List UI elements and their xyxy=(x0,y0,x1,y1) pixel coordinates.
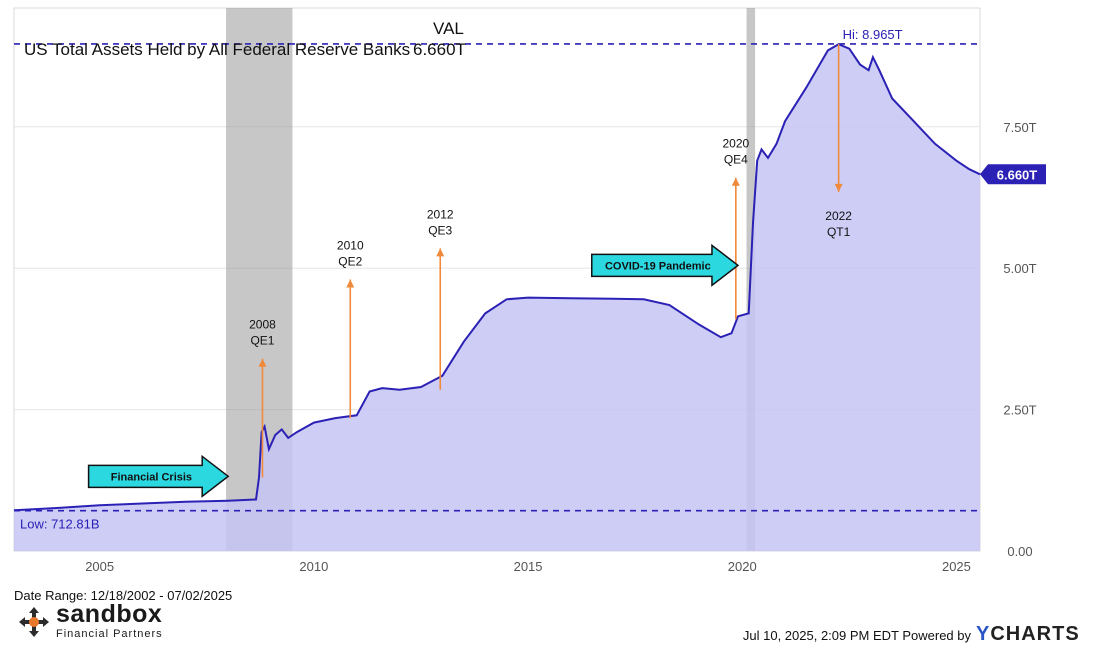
annotation-arrowhead xyxy=(834,183,843,192)
ycharts-logo[interactable]: YCHARTS xyxy=(976,623,1080,646)
callouts: Financial Crisis COVID-19 Pandemic xyxy=(87,243,740,498)
y-tick-label: 5.00T xyxy=(1003,261,1036,276)
y-tick-label: 0.00 xyxy=(1007,544,1032,559)
annotation-year: 2022 xyxy=(825,209,852,223)
annotation-year: 2008 xyxy=(249,318,276,332)
ycharts-logo-text: CHARTS xyxy=(990,623,1080,645)
hi-label: Hi: 8.965T xyxy=(843,27,903,42)
y-tick-label: 7.50T xyxy=(1003,120,1036,135)
callout-arrow xyxy=(591,243,740,287)
last-value-text: 6.660T xyxy=(997,167,1038,182)
reference-lines: Hi: 8.965T Low: 712.81B xyxy=(14,27,980,532)
series-area xyxy=(13,43,981,551)
logo-name: sandbox xyxy=(56,600,163,628)
last-value-badge: 6.660T xyxy=(980,164,1046,185)
series-line xyxy=(13,43,981,512)
logo-subtitle: Financial Partners xyxy=(56,628,163,640)
annotation-label: QE2 xyxy=(338,255,362,269)
annotation-arrowhead xyxy=(258,358,267,367)
date-range: Date Range: 12/18/2002 - 07/02/2025 xyxy=(14,588,233,603)
x-tick-label: 2025 xyxy=(942,559,971,574)
annotation-arrowhead xyxy=(346,279,355,288)
annotations: 2008 QE1 2010 QE2 2012 QE3 2020 QE4 2022 QT1 xyxy=(249,44,852,478)
x-tick-label: 2020 xyxy=(728,559,757,574)
annotation-year: 2010 xyxy=(337,239,364,253)
chart-title: US Total Assets Held by All Federal Rese… xyxy=(24,40,411,59)
sandbox-logo-icon xyxy=(19,607,49,637)
callout-text: COVID-19 Pandemic xyxy=(605,260,711,272)
annotation-arrowhead xyxy=(731,177,740,186)
y-axis: 0.00 2.50T 5.00T 7.50T xyxy=(1003,120,1036,559)
x-tick-label: 2015 xyxy=(514,559,543,574)
ycharts-logo-y: Y xyxy=(976,623,991,645)
x-tick-label: 2005 xyxy=(85,559,114,574)
annotation-label: QE1 xyxy=(250,334,274,348)
series-area-fill xyxy=(14,44,980,551)
annotation-year: 2020 xyxy=(722,137,749,151)
y-tick-label: 2.50T xyxy=(1003,403,1036,418)
val-label: VAL xyxy=(433,19,464,38)
last-value-badge-bg xyxy=(980,164,1046,185)
x-axis: 2005 2010 2015 2020 2025 xyxy=(85,559,971,574)
annotation-label: QT1 xyxy=(827,225,851,239)
callout-text: Financial Crisis xyxy=(111,471,192,483)
x-tick-label: 2010 xyxy=(299,559,328,574)
callout-arrow xyxy=(87,454,230,498)
annotation-label: QE4 xyxy=(724,153,748,167)
footer-timestamp: Jul 10, 2025, 2:09 PM EDT Powered by xyxy=(742,628,971,643)
annotation-label: QE3 xyxy=(428,223,452,237)
annotation-year: 2012 xyxy=(427,207,454,221)
annotation-arrowhead xyxy=(436,248,445,257)
low-label: Low: 712.81B xyxy=(20,517,100,532)
val-value: 6.660T xyxy=(413,40,466,59)
